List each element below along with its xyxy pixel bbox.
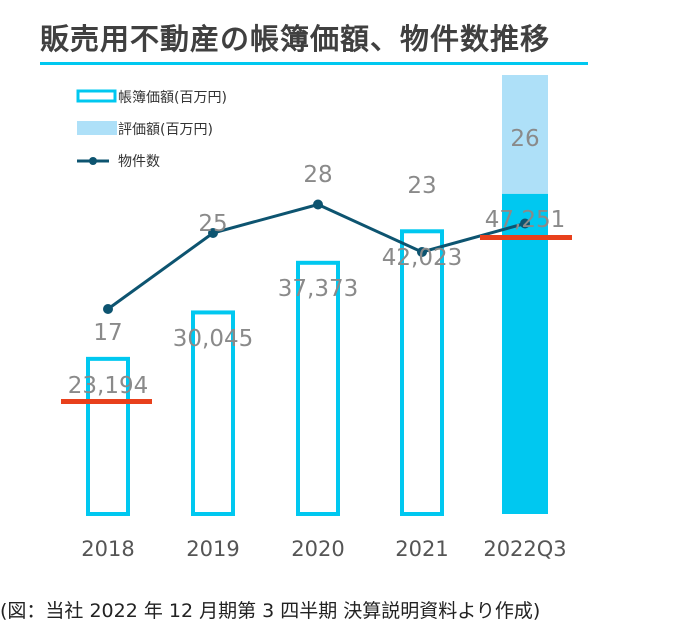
x-tick-label: 2022Q3 — [483, 537, 566, 561]
book-value-label: 37,373 — [278, 276, 358, 302]
property-count-point — [417, 247, 427, 257]
book-value-bar — [502, 193, 548, 514]
property-count-label: 17 — [93, 320, 122, 346]
legend-swatch-appraisal — [77, 121, 117, 135]
highlight-underline-2022q3 — [480, 235, 572, 240]
property-count-point — [103, 304, 113, 314]
property-count-label: 26 — [510, 126, 539, 152]
property-count-point — [520, 218, 530, 229]
book-value-label: 23,194 — [68, 373, 148, 399]
x-tick-label: 2020 — [291, 537, 344, 561]
property-count-point — [313, 199, 323, 210]
x-tick-label: 2019 — [186, 537, 239, 561]
chart-title: 販売用不動産の帳簿価額、物件数推移 — [40, 22, 551, 56]
property-count-label: 23 — [407, 173, 436, 199]
book-value-label: 47,251 — [485, 207, 565, 233]
book-value-bar — [191, 310, 235, 516]
appraisal-bar — [502, 75, 548, 194]
book-value-bar — [296, 260, 340, 516]
book-value-label: 42,023 — [382, 245, 462, 271]
legend-swatch-count-point — [89, 157, 97, 165]
chart-canvas: 17 25 28 23 26 23,194 30,045 37,373 42,023 47,251… — [61, 75, 572, 561]
x-tick-label: 2018 — [81, 537, 134, 561]
source-note: (図：当社 2022 年 12 月期第 3 四半期 決算説明資料より作成) — [0, 600, 541, 622]
book-value-bar — [400, 229, 444, 516]
legend-label-book-value: 帳簿価額(百万円) — [118, 90, 227, 106]
book-value-bar — [86, 356, 130, 516]
legend-swatch-book-value — [76, 89, 117, 103]
title-underline — [40, 62, 588, 65]
property-count-point — [208, 228, 218, 238]
legend-label-count: 物件数 — [118, 154, 160, 170]
property-count-label: 28 — [303, 162, 332, 188]
highlight-underline-2018 — [61, 399, 152, 404]
legend-label-appraisal: 評価額(百万円) — [118, 122, 213, 138]
x-tick-label: 2021 — [395, 537, 448, 561]
book-value-label: 30,045 — [173, 326, 253, 352]
property-count-label: 25 — [198, 211, 227, 237]
